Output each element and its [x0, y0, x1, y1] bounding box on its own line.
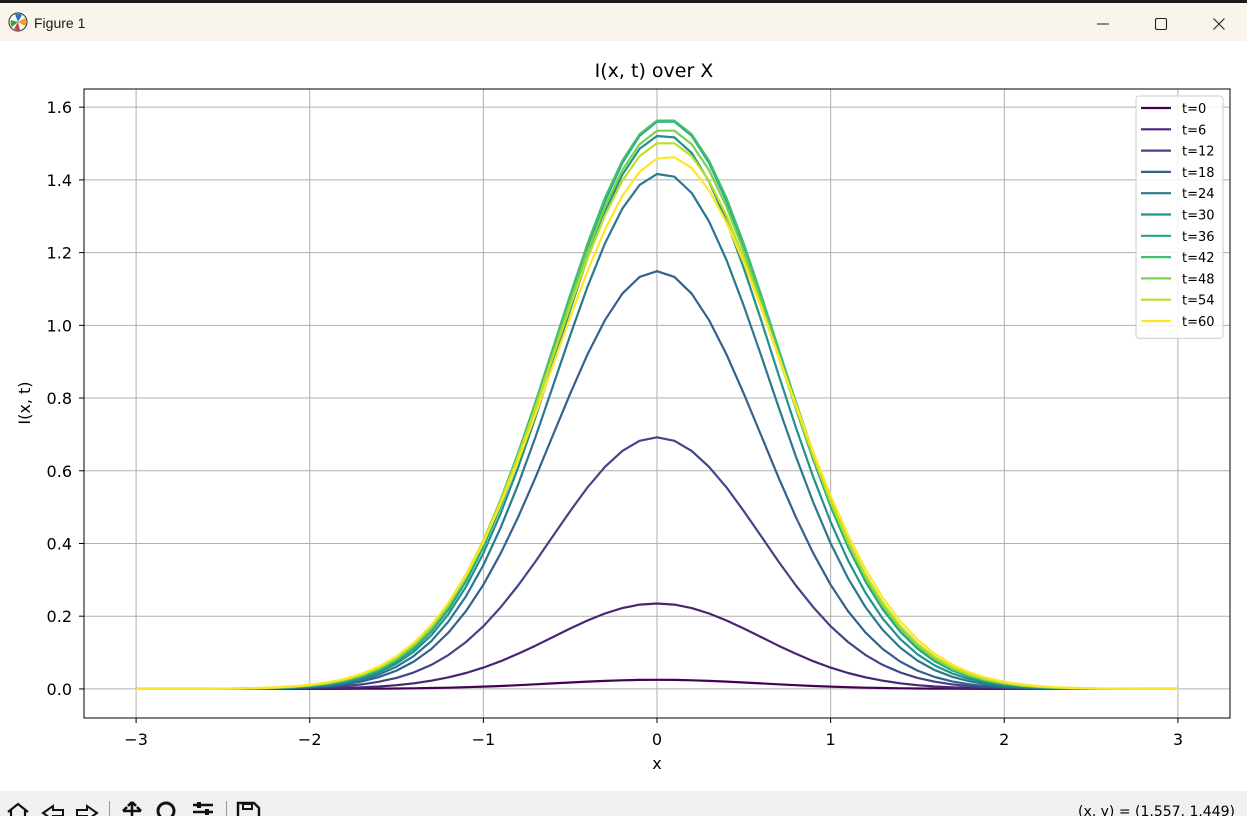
configure-subplots-icon[interactable]: [190, 801, 216, 816]
legend-label: t=60: [1182, 315, 1215, 330]
x-tick-label: −3: [124, 730, 148, 749]
maximize-icon: [1154, 17, 1168, 31]
ticks: −3 −2 −1 0 1 2 3 0.0 0.2 0.4 0.6 0.8 1.0 1.2 1.4 1.6: [47, 98, 1183, 749]
x-tick-label: −1: [472, 730, 496, 749]
navigation-toolbar: (x, y) = (1.557, 1.449): [0, 791, 1247, 816]
forward-arrow-icon[interactable]: [74, 801, 100, 816]
save-icon[interactable]: [235, 801, 261, 816]
cursor-coordinates: (x, y) = (1.557, 1.449): [1077, 804, 1235, 816]
minimize-icon: [1096, 17, 1110, 31]
zoom-icon[interactable]: [154, 801, 180, 816]
back-arrow-icon[interactable]: [40, 801, 66, 816]
window-titlebar: Figure 1: [0, 0, 1247, 41]
y-tick-label: 0.0: [47, 680, 72, 699]
matplotlib-icon: [8, 12, 28, 32]
close-icon: [1212, 17, 1226, 31]
y-tick-label: 1.2: [47, 244, 72, 263]
series-line-t-60: [136, 156, 1178, 691]
legend-label: t=30: [1182, 209, 1215, 224]
y-axis-label: I(x, t): [15, 381, 34, 424]
chart-title: I(x, t) over X: [595, 60, 714, 82]
x-tick-label: 1: [826, 730, 836, 749]
legend-label: t=12: [1182, 145, 1215, 160]
y-tick-label: 0.8: [47, 389, 72, 408]
y-tick-label: 1.6: [47, 98, 72, 117]
maximize-button[interactable]: [1141, 9, 1181, 39]
legend: t=0 t=6 t=12 t=18 t=24 t=30 t=36 t=42 t=48 t=54 t=…: [1135, 95, 1224, 339]
chart: I(x, t) over X −3 −2 −1 0 1 2 3 0.0 0.2 0.4 0.6 0.8…: [15, 60, 1231, 773]
home-icon[interactable]: [6, 801, 30, 816]
legend-label: t=0: [1182, 102, 1206, 117]
x-axis-label: x: [652, 754, 661, 773]
series-layer: [136, 119, 1178, 691]
legend-label: t=48: [1182, 272, 1215, 287]
minimize-button[interactable]: [1083, 9, 1123, 39]
legend-label: t=18: [1182, 166, 1215, 181]
y-tick-label: 1.4: [47, 171, 72, 190]
legend-label: t=36: [1182, 230, 1215, 245]
toolbar-separator: [226, 801, 227, 816]
figure-canvas[interactable]: I(x, t) over X −3 −2 −1 0 1 2 3 0.0 0.2 0.4 0.6 0.8…: [0, 41, 1247, 791]
legend-label: t=42: [1182, 251, 1215, 266]
y-tick-label: 0.4: [47, 534, 72, 553]
pan-icon[interactable]: [118, 801, 146, 816]
y-tick-label: 1.0: [47, 316, 72, 335]
x-tick-label: 2: [999, 730, 1009, 749]
x-tick-label: 0: [652, 730, 662, 749]
grid: [84, 89, 1230, 718]
y-tick-label: 0.6: [47, 462, 72, 481]
legend-label: t=6: [1182, 123, 1206, 138]
y-tick-label: 0.2: [47, 607, 72, 626]
close-button[interactable]: [1199, 9, 1239, 39]
x-tick-label: −2: [298, 730, 322, 749]
toolbar-separator: [109, 801, 110, 816]
legend-label: t=24: [1182, 187, 1215, 202]
window-title: Figure 1: [34, 15, 86, 31]
x-tick-label: 3: [1173, 730, 1183, 749]
legend-label: t=54: [1182, 294, 1215, 309]
